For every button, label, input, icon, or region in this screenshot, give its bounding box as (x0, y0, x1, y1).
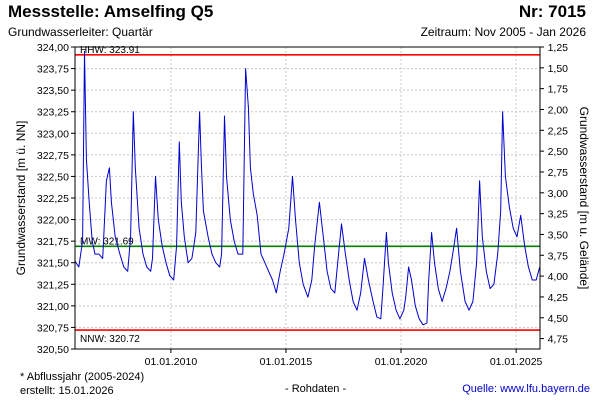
right-tick-label: 3,75 (548, 250, 569, 262)
right-tick-label: 2,00 (548, 104, 569, 116)
reference-line-label: MW: 321.69 (80, 236, 134, 247)
aquifer-label: Grundwasserleiter: Quartär (8, 25, 153, 39)
x-tick-label: 01.01.2025 (490, 356, 543, 368)
left-tick-label: 322,75 (37, 150, 69, 162)
left-tick-label: 321,00 (37, 301, 69, 313)
raw-data-label: - Rohdaten - (285, 383, 347, 395)
footnote: * Abflussjahr (2005-2024) (20, 371, 145, 383)
right-tick-label: 3,00 (548, 188, 569, 200)
created-date: erstellt: 15.01.2026 (20, 385, 114, 397)
right-axis-title: Grundwasserstand [m u. Gelände] (577, 107, 591, 290)
left-tick-label: 322,00 (37, 215, 69, 227)
left-tick-label: 323,50 (37, 85, 69, 97)
left-tick-label: 322,25 (37, 193, 69, 205)
source-link[interactable]: Quelle: www.lfu.bayern.de (462, 383, 590, 395)
right-tick-label: 3,25 (548, 209, 569, 221)
left-tick-label: 323,25 (37, 107, 69, 119)
groundwater-level-line (74, 50, 541, 326)
x-tick-label: 01.01.2020 (375, 356, 428, 368)
plot-area-frame (74, 46, 541, 350)
right-tick-label: 2,25 (548, 125, 569, 137)
reference-line-label: HHW: 323.91 (80, 45, 140, 56)
right-tick-label: 4,00 (548, 271, 569, 283)
left-tick-label: 320,75 (37, 322, 69, 334)
right-tick-label: 2,75 (548, 167, 569, 179)
right-tick-label: 4,75 (548, 334, 569, 346)
station-number: Nr: 7015 (518, 2, 586, 21)
reference-line-label: NNW: 320.72 (80, 334, 140, 345)
page-title: Messstelle: Amselfing Q5 (8, 2, 214, 21)
right-tick-label: 3,50 (548, 229, 569, 241)
left-axis-title: Grundwasserstand [m ü. NN] (14, 121, 28, 276)
period-label: Zeitraum: Nov 2005 - Jan 2026 (420, 25, 586, 39)
left-tick-label: 320,50 (37, 344, 69, 356)
grid (75, 46, 540, 350)
left-tick-label: 321,50 (37, 258, 69, 270)
right-tick-label: 1,25 (548, 42, 569, 54)
left-tick-label: 321,25 (37, 279, 69, 291)
right-tick-label: 1,50 (548, 63, 569, 75)
left-tick-label: 321,75 (37, 236, 69, 248)
left-tick-label: 323,00 (37, 128, 69, 140)
right-tick-label: 1,75 (548, 84, 569, 96)
axes: 324,00 323,75 323,50 323,25 323,00 322,75 322,… (37, 42, 568, 368)
x-tick-label: 01.01.2010 (145, 356, 198, 368)
right-tick-label: 4,50 (548, 313, 569, 325)
left-tick-label: 322,50 (37, 171, 69, 183)
right-tick-label: 2,50 (548, 146, 569, 158)
series-layer (74, 50, 541, 326)
right-tick-label: 4,25 (548, 292, 569, 304)
x-tick-label: 01.01.2015 (260, 356, 313, 368)
left-tick-label: 323,75 (37, 64, 69, 76)
left-tick-label: 324,00 (37, 42, 69, 54)
